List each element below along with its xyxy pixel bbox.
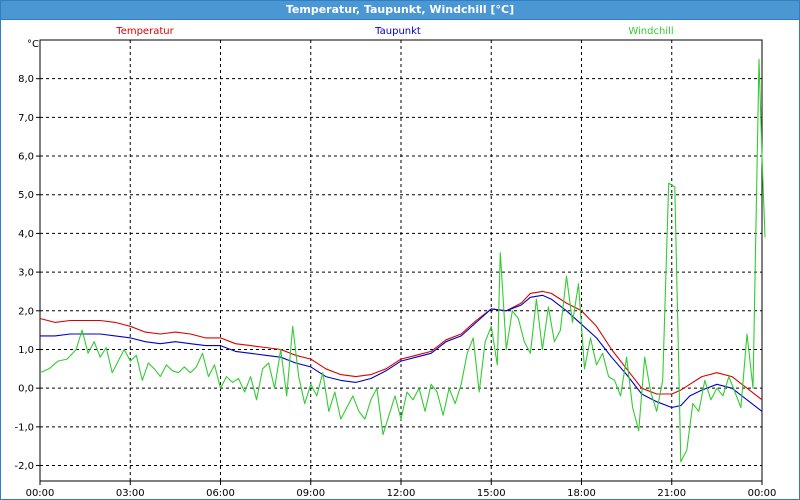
legend-entry-windchill: Windchill — [628, 26, 673, 37]
series-line-taupunkt — [40, 294, 763, 412]
y-tick-label: 1,0 — [18, 345, 34, 356]
x-tick-time-label: 00:00 — [748, 488, 777, 499]
y-tick-label: 6,0 — [18, 152, 34, 163]
legend-entry-taupunkt: Taupunkt — [374, 26, 421, 37]
grid-lines — [40, 40, 762, 481]
y-tick-label: 4,0 — [18, 229, 34, 240]
y-tick-label: 8,0 — [18, 74, 34, 85]
y-axis-ticks: 8,0 7,0 6,0 5,0 4,0 3,0 2,0 1,0 0,0 -1,0 -2,0 — [14, 74, 40, 472]
series-line-windchill — [39, 58, 766, 463]
y-tick-label: 2,0 — [18, 306, 34, 317]
y-tick-label: -2,0 — [14, 461, 34, 472]
y-tick-label: -1,0 — [14, 422, 34, 433]
legend: Temperatur Taupunkt Windchill — [115, 26, 673, 37]
series-lines — [39, 58, 766, 463]
x-tick-time-label: 21:00 — [657, 488, 686, 499]
x-tick-time-label: 00:00 — [26, 488, 55, 499]
x-tick-time-label: 09:00 — [296, 488, 325, 499]
x-tick-time-label: 03:00 — [116, 488, 145, 499]
y-tick-label: 0,0 — [18, 384, 34, 395]
x-tick-time-label: 18:00 — [567, 488, 596, 499]
x-tick-time-label: 12:00 — [387, 488, 416, 499]
y-axis-unit-label: °C — [27, 39, 39, 50]
x-tick-time-label: 06:00 — [206, 488, 235, 499]
y-tick-label: 3,0 — [18, 268, 34, 279]
series-line-temperatur — [39, 290, 763, 401]
x-tick-time-label: 15:00 — [477, 488, 506, 499]
window-title: Temperatur, Taupunkt, Windchill [°C] — [1, 1, 799, 20]
y-tick-label: 5,0 — [18, 190, 34, 201]
line-chart: °C 8,0 7,0 6,0 5,0 4,0 3,0 2,0 1,0 0,0 -1,0 -2,0 0… — [14, 26, 777, 499]
x-axis-ticks: 00:0025.01.2103:0025.01.2106:0025.01.210… — [26, 481, 777, 499]
y-tick-label: 7,0 — [18, 113, 34, 124]
legend-entry-temperatur: Temperatur — [115, 26, 174, 37]
